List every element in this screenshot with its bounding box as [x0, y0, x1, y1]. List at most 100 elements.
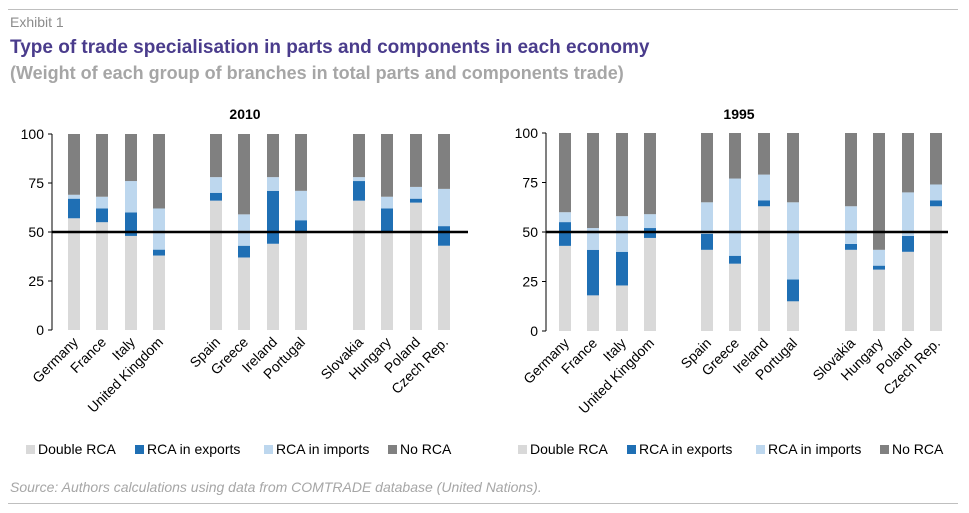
page-subtitle: (Weight of each group of branches in tot… [10, 63, 624, 83]
bar-1995-germany-rca-in-imports [559, 212, 571, 223]
y-tick-label-1995-25: 25 [522, 274, 538, 290]
bar-1995-united-kingdom-double-rca [644, 237, 656, 331]
bar-1995-greece-rca-in-imports [729, 178, 741, 256]
bar-2010-germany-no-rca [68, 134, 80, 195]
bar-2010-spain-no-rca [210, 134, 222, 178]
bar-1995-greece-no-rca [729, 133, 741, 179]
bar-2010-france-no-rca [96, 134, 108, 197]
bar-2010-poland-rca-in-imports [410, 186, 422, 199]
bar-2010-spain-rca-in-exports [210, 192, 222, 201]
bar-2010-france-rca-in-exports [96, 208, 108, 223]
bar-1995-ireland-rca-in-exports [758, 200, 770, 207]
legend-swatch-1995-rca-in-exports [627, 445, 636, 454]
y-tick-label-1995-50: 50 [522, 224, 538, 240]
bar-2010-czech-rep--double-rca [438, 245, 450, 330]
bar-2010-slovakia-rca-in-exports [353, 181, 365, 201]
bar-1995-france-rca-in-imports [587, 228, 599, 250]
bar-2010-france-rca-in-imports [96, 196, 108, 209]
y-tick-label-2010-0: 0 [36, 322, 44, 338]
legend-swatch-2010-rca-in-imports [264, 445, 273, 454]
bar-2010-greece-double-rca [238, 257, 250, 330]
bar-1995-ireland-no-rca [758, 133, 770, 175]
bar-2010-italy-double-rca [125, 235, 137, 330]
bar-2010-greece-rca-in-exports [238, 245, 250, 258]
bar-1995-greece-double-rca [729, 263, 741, 331]
y-tick-label-2010-25: 25 [28, 273, 44, 289]
bar-2010-poland-rca-in-exports [410, 198, 422, 203]
bar-2010-italy-rca-in-imports [125, 181, 137, 213]
bar-2010-slovakia-rca-in-imports [353, 177, 365, 182]
legend-swatch-1995-rca-in-imports [756, 445, 765, 454]
bar-1995-portugal-double-rca [787, 301, 799, 331]
bar-2010-italy-rca-in-exports [125, 212, 137, 236]
bar-2010-germany-rca-in-imports [68, 194, 80, 199]
legend-swatch-2010-rca-in-exports [135, 445, 144, 454]
bar-1995-italy-rca-in-imports [616, 216, 628, 252]
bar-1995-italy-no-rca [616, 133, 628, 217]
bar-2010-greece-no-rca [238, 134, 250, 215]
bar-2010-slovakia-no-rca [353, 134, 365, 178]
bar-1995-poland-double-rca [902, 251, 914, 331]
bar-2010-portugal-no-rca [295, 134, 307, 191]
bar-1995-poland-rca-in-imports [902, 192, 914, 236]
legend-label-1995-no-rca: No RCA [892, 441, 944, 457]
bar-1995-czech-rep--no-rca [930, 133, 942, 185]
bar-1995-czech-rep--rca-in-imports [930, 184, 942, 201]
y-tick-label-1995-100: 100 [515, 125, 539, 141]
legend-label-2010-no-rca: No RCA [400, 441, 452, 457]
bar-1995-italy-double-rca [616, 285, 628, 331]
exhibit-label: Exhibit 1 [10, 14, 64, 30]
legend-swatch-2010-double-rca [26, 445, 35, 454]
bar-2010-czech-rep--rca-in-imports [438, 188, 450, 227]
bar-1995-portugal-rca-in-exports [787, 279, 799, 302]
bar-2010-united-kingdom-rca-in-imports [153, 208, 165, 250]
y-tick-label-2010-100: 100 [21, 126, 45, 142]
y-tick-label-2010-50: 50 [28, 224, 44, 240]
bar-1995-italy-rca-in-exports [616, 251, 628, 286]
bar-2010-spain-double-rca [210, 200, 222, 330]
legend-label-1995-double-rca: Double RCA [530, 441, 608, 457]
bar-2010-germany-rca-in-exports [68, 198, 80, 219]
bar-1995-hungary-double-rca [873, 269, 885, 331]
legend-label-2010-rca-in-imports: RCA in imports [276, 441, 369, 457]
bar-1995-slovakia-no-rca [845, 133, 857, 207]
bar-2010-hungary-rca-in-imports [381, 196, 393, 209]
bar-2010-poland-no-rca [410, 134, 422, 187]
legend-swatch-1995-no-rca [880, 445, 889, 454]
bar-1995-czech-rep--double-rca [930, 206, 942, 331]
bottom-rule [8, 503, 958, 504]
y-tick-label-1995-75: 75 [522, 175, 538, 191]
bar-2010-portugal-rca-in-exports [295, 220, 307, 232]
bar-2010-ireland-no-rca [267, 134, 279, 178]
bar-1995-spain-no-rca [701, 133, 713, 203]
bar-1995-czech-rep--rca-in-exports [930, 200, 942, 207]
bar-2010-ireland-rca-in-imports [267, 177, 279, 191]
bar-1995-france-double-rca [587, 295, 599, 331]
bar-1995-spain-rca-in-exports [701, 233, 713, 250]
bar-2010-portugal-double-rca [295, 232, 307, 330]
bar-1995-slovakia-double-rca [845, 249, 857, 331]
bar-2010-hungary-double-rca [381, 232, 393, 330]
chart-title-1995: 1995 [723, 106, 754, 122]
bar-2010-czech-rep--rca-in-exports [438, 226, 450, 246]
bar-2010-united-kingdom-double-rca [153, 255, 165, 330]
bar-2010-italy-no-rca [125, 134, 137, 182]
bar-1995-germany-no-rca [559, 133, 571, 213]
bar-1995-ireland-rca-in-imports [758, 174, 770, 201]
y-tick-label-1995-0: 0 [530, 323, 538, 339]
bar-2010-united-kingdom-no-rca [153, 134, 165, 209]
bar-1995-portugal-no-rca [787, 133, 799, 203]
source-note: Source: Authors calculations using data … [10, 479, 542, 495]
bar-2010-germany-double-rca [68, 218, 80, 330]
bar-2010-portugal-rca-in-imports [295, 190, 307, 221]
bar-2010-hungary-rca-in-exports [381, 208, 393, 232]
bar-2010-united-kingdom-rca-in-exports [153, 249, 165, 256]
legend-swatch-1995-double-rca [518, 445, 527, 454]
bar-1995-poland-rca-in-exports [902, 235, 914, 252]
bar-1995-hungary-rca-in-exports [873, 265, 885, 270]
chart-title-2010: 2010 [229, 106, 260, 122]
top-rule [8, 9, 958, 10]
bar-1995-germany-rca-in-exports [559, 222, 571, 246]
legend-swatch-2010-no-rca [388, 445, 397, 454]
